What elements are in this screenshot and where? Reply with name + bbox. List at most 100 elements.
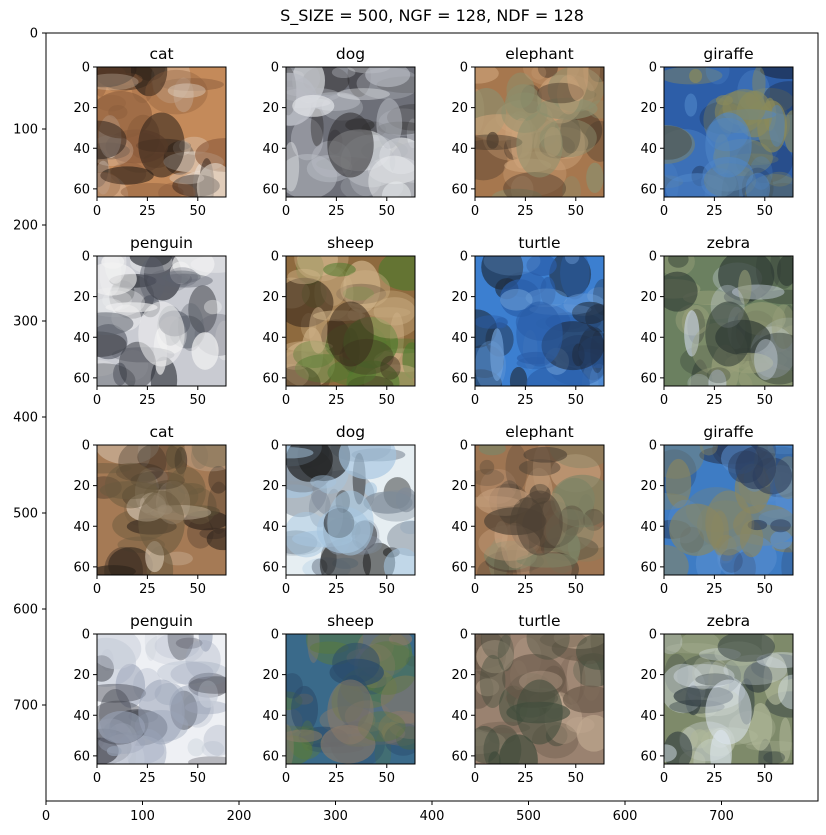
panel-sheep: sheep 0 25 50 0 20 40 60: [262, 612, 416, 786]
image-blotch: [97, 565, 136, 575]
image-blotch: [201, 740, 225, 758]
panel-y-tick-label: 20: [262, 479, 279, 494]
panel-x-tick-label: 25: [517, 582, 534, 597]
image-blotch: [101, 256, 125, 269]
image-blotch: [145, 69, 208, 115]
panel-y-tick-label: 40: [451, 142, 468, 157]
image-blotch: [480, 634, 511, 660]
panel-x-tick-label: 0: [93, 582, 101, 597]
panel-x-tick-label: 0: [93, 204, 101, 219]
image-blotch: [526, 256, 557, 277]
image-blotch: [290, 117, 324, 161]
panel-x-tick-label: 0: [93, 771, 101, 786]
outer-axes: 0 100 200 300 400 500 600 700010020030040050060…: [13, 27, 819, 824]
panel-x-tick-label: 50: [568, 204, 585, 219]
panel-grid: cat 0 25 50 0 20 40 60 dog 0 25 50 0 20 40 60 elephant 0 2…: [73, 45, 794, 786]
image-blotch: [208, 465, 226, 494]
image-blotch: [475, 468, 505, 487]
image-blotch: [287, 268, 321, 285]
image-blotch: [567, 67, 589, 102]
image-blotch: [766, 171, 793, 187]
image-blotch: [689, 68, 703, 84]
image-blotch: [763, 751, 786, 764]
image-blotch: [781, 547, 793, 575]
panel-frame: [663, 444, 794, 576]
image-blotch: [188, 756, 226, 764]
panel-title: elephant: [505, 45, 573, 63]
image-blotch: [331, 67, 356, 79]
image-blotch: [536, 97, 598, 120]
image-blotch: [666, 643, 721, 654]
image-subject: [516, 301, 563, 367]
panel-title: giraffe: [703, 423, 753, 441]
panel-elephant: elephant 0 25 50 0 20 40 60: [451, 45, 605, 219]
image-blotch: [664, 731, 693, 764]
panel-y-tick-label: 60: [73, 371, 90, 386]
outer-y-tick-label: 300: [13, 315, 38, 330]
image-blotch: [166, 445, 186, 488]
panel-y-tick-label: 40: [73, 142, 90, 157]
image-blotch: [174, 446, 188, 475]
image-blotch: [486, 131, 499, 149]
image-blotch: [188, 285, 218, 334]
image-blotch: [170, 661, 226, 687]
panel-y-tick-label: 40: [451, 331, 468, 346]
image-blotch: [139, 257, 166, 302]
panel-x-tick-label: 25: [706, 393, 723, 408]
image-blotch: [554, 477, 595, 521]
panel-x-tick-label: 50: [757, 582, 774, 597]
image-blotch: [589, 363, 604, 386]
image-blotch: [130, 67, 168, 97]
image-blotch: [145, 634, 204, 666]
panel-y-tick-label: 40: [262, 142, 279, 157]
panel-y-tick-label: 0: [649, 250, 657, 265]
panel-y-tick-label: 60: [451, 749, 468, 764]
image-blotch: [582, 508, 604, 531]
panel-x-tick-label: 50: [379, 393, 396, 408]
image-blotch: [748, 703, 773, 751]
image-blotch: [98, 711, 146, 744]
image-blotch: [167, 83, 206, 98]
panel-x-tick-label: 0: [93, 393, 101, 408]
image-blotch: [337, 88, 390, 101]
panel-y-tick-label: 20: [451, 290, 468, 305]
image-blotch: [770, 530, 793, 550]
image-blotch: [498, 734, 538, 764]
image-blotch: [395, 726, 415, 750]
image-blotch: [558, 505, 586, 536]
panel-zebra: zebra 0 25 50 0 20 40 60: [640, 612, 794, 786]
panel-frame: [474, 444, 605, 576]
image-blotch: [191, 445, 226, 468]
image-blotch: [665, 458, 692, 508]
panel-x-tick-label: 50: [568, 771, 585, 786]
image-blotch: [97, 67, 137, 88]
image-blotch: [575, 634, 604, 670]
panel-x-tick-label: 50: [190, 204, 207, 219]
panel-dog: dog 0 25 50 0 20 40 60: [262, 45, 416, 219]
panel-title: dog: [336, 45, 365, 63]
outer-y-tick-label: 100: [13, 123, 38, 138]
panel-x-tick-label: 25: [517, 393, 534, 408]
panel-image: [664, 256, 793, 386]
panel-dog: dog 0 25 50 0 20 40 60: [262, 423, 416, 597]
panel-turtle: turtle 0 25 50 0 20 40 60: [451, 234, 605, 408]
image-blotch: [97, 312, 134, 336]
panel-y-tick-label: 60: [640, 560, 657, 575]
image-blotch: [405, 656, 415, 667]
panel-x-tick-label: 50: [190, 582, 207, 597]
image-blotch: [475, 496, 520, 508]
image-blotch: [183, 505, 220, 517]
panel-y-tick-label: 60: [73, 560, 90, 575]
image-blotch: [286, 363, 309, 386]
image-blotch: [567, 535, 581, 559]
image-blotch: [531, 67, 547, 80]
image-blotch: [763, 653, 788, 705]
image-blotch: [154, 634, 200, 660]
outer-x-tick-label: 200: [227, 809, 252, 824]
panel-y-tick-label: 20: [262, 290, 279, 305]
image-blotch: [479, 459, 495, 475]
image-blotch: [286, 447, 314, 459]
image-blotch: [144, 634, 157, 662]
image-blotch: [539, 634, 588, 648]
panel-y-tick-label: 40: [451, 520, 468, 535]
